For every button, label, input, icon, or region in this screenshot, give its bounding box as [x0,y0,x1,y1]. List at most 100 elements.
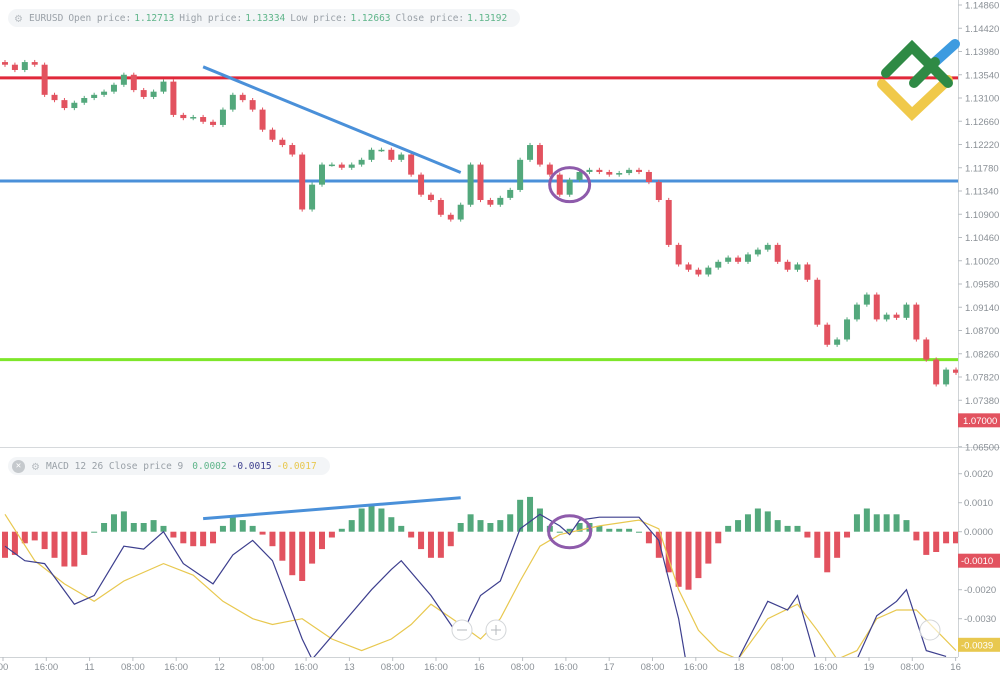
gear-icon[interactable]: ⚙ [31,459,40,473]
candle[interactable] [170,79,177,118]
candle[interactable] [794,262,801,272]
candle[interactable] [51,92,58,103]
candle[interactable] [903,302,910,320]
candle[interactable] [467,162,474,207]
candle[interactable] [249,98,256,112]
candle[interactable] [437,197,444,217]
candle[interactable] [804,262,811,282]
candle[interactable] [616,170,623,177]
candle[interactable] [685,262,692,272]
candle[interactable] [348,162,355,170]
candle[interactable] [289,142,296,157]
candle[interactable] [378,147,385,152]
candle[interactable] [150,89,157,100]
candle[interactable] [190,114,197,121]
candle[interactable] [200,114,207,124]
candle[interactable] [675,242,682,267]
candle[interactable] [507,187,514,200]
candle[interactable] [41,62,48,97]
symbol-legend[interactable]: ⚙ EURUSD Open price: 1.12713 High price: 1… [8,9,521,27]
candle[interactable] [229,92,236,112]
candle[interactable] [863,292,870,307]
candle[interactable] [358,157,365,167]
candle[interactable] [655,179,662,203]
candle[interactable] [764,242,771,252]
candle[interactable] [160,79,167,94]
scroll-button[interactable] [919,619,941,641]
macd-line[interactable] [4,513,947,677]
candle[interactable] [873,292,880,322]
candle[interactable] [338,162,345,170]
candle[interactable] [923,337,930,362]
candle[interactable] [418,172,425,197]
candle[interactable] [319,162,325,187]
candle[interactable] [309,182,316,212]
candle[interactable] [853,302,860,322]
macd-axis[interactable]: 0.0020 0.0010 0.0000 -0.0020 -0.0030 -0.0010 -… [958,469,1000,652]
candle[interactable] [368,147,375,162]
candle[interactable] [61,98,68,111]
candle[interactable] [626,167,633,176]
candle[interactable] [447,212,454,222]
candle[interactable] [140,87,147,100]
candle[interactable] [784,259,791,272]
close-circle-icon[interactable]: ✕ [12,459,25,473]
candle[interactable] [774,242,781,264]
candle[interactable] [2,59,8,67]
candle[interactable] [695,267,702,277]
price-trendline[interactable] [202,65,462,174]
candle[interactable] [645,169,652,185]
candle[interactable] [665,197,672,248]
candle[interactable] [388,147,395,162]
candle[interactable] [576,169,583,183]
price-ellipse-annotation[interactable] [548,166,592,204]
price-axis[interactable]: 1.14860 1.14420 1.13980 1.13540 1.13100 1.126… [958,1,1000,454]
candle[interactable] [596,167,603,175]
candle[interactable] [893,312,900,320]
candle[interactable] [943,367,950,387]
candle[interactable] [239,92,246,103]
candle[interactable] [953,367,959,375]
candle[interactable] [259,107,266,132]
candle[interactable] [81,95,88,105]
macd-trendline[interactable] [203,496,461,521]
candle[interactable] [744,252,751,264]
candle[interactable] [408,152,415,177]
candle[interactable] [130,72,137,93]
macd-ellipse-annotation[interactable] [547,514,593,550]
candle[interactable] [705,265,712,277]
time-axis[interactable]: 00 16:00 11 08:00 16:00 12 08:00 16:00 13 08:00 16… [0,657,961,673]
candle[interactable] [913,302,920,342]
candle[interactable] [517,157,524,193]
candle[interactable] [487,197,494,207]
candle[interactable] [586,167,593,175]
candle[interactable] [814,277,821,327]
candle[interactable] [844,317,851,342]
macd-pane[interactable] [2,496,959,677]
candle[interactable] [219,107,226,128]
zoom-in-button[interactable] [485,619,507,641]
candle[interactable] [457,202,464,222]
gear-icon[interactable]: ⚙ [14,11,23,25]
candle[interactable] [101,89,108,97]
candle[interactable] [536,142,543,167]
candle[interactable] [71,100,78,111]
price-pane[interactable] [0,59,959,387]
candle[interactable] [824,322,831,347]
candle[interactable] [269,127,276,142]
candle[interactable] [735,255,742,264]
candle[interactable] [91,92,98,101]
candle[interactable] [427,192,434,203]
candle[interactable] [477,162,484,203]
candle[interactable] [606,169,613,177]
candle[interactable] [31,59,38,67]
candle[interactable] [110,82,117,94]
candle[interactable] [120,72,127,87]
candle[interactable] [210,119,217,128]
candle[interactable] [636,167,642,175]
candle[interactable] [527,142,534,162]
candle[interactable] [883,312,890,322]
candle[interactable] [556,172,563,197]
macd-legend[interactable]: ✕ ⚙ MACD 12 26 Close price 9 0.0002 -0.0… [8,457,330,475]
